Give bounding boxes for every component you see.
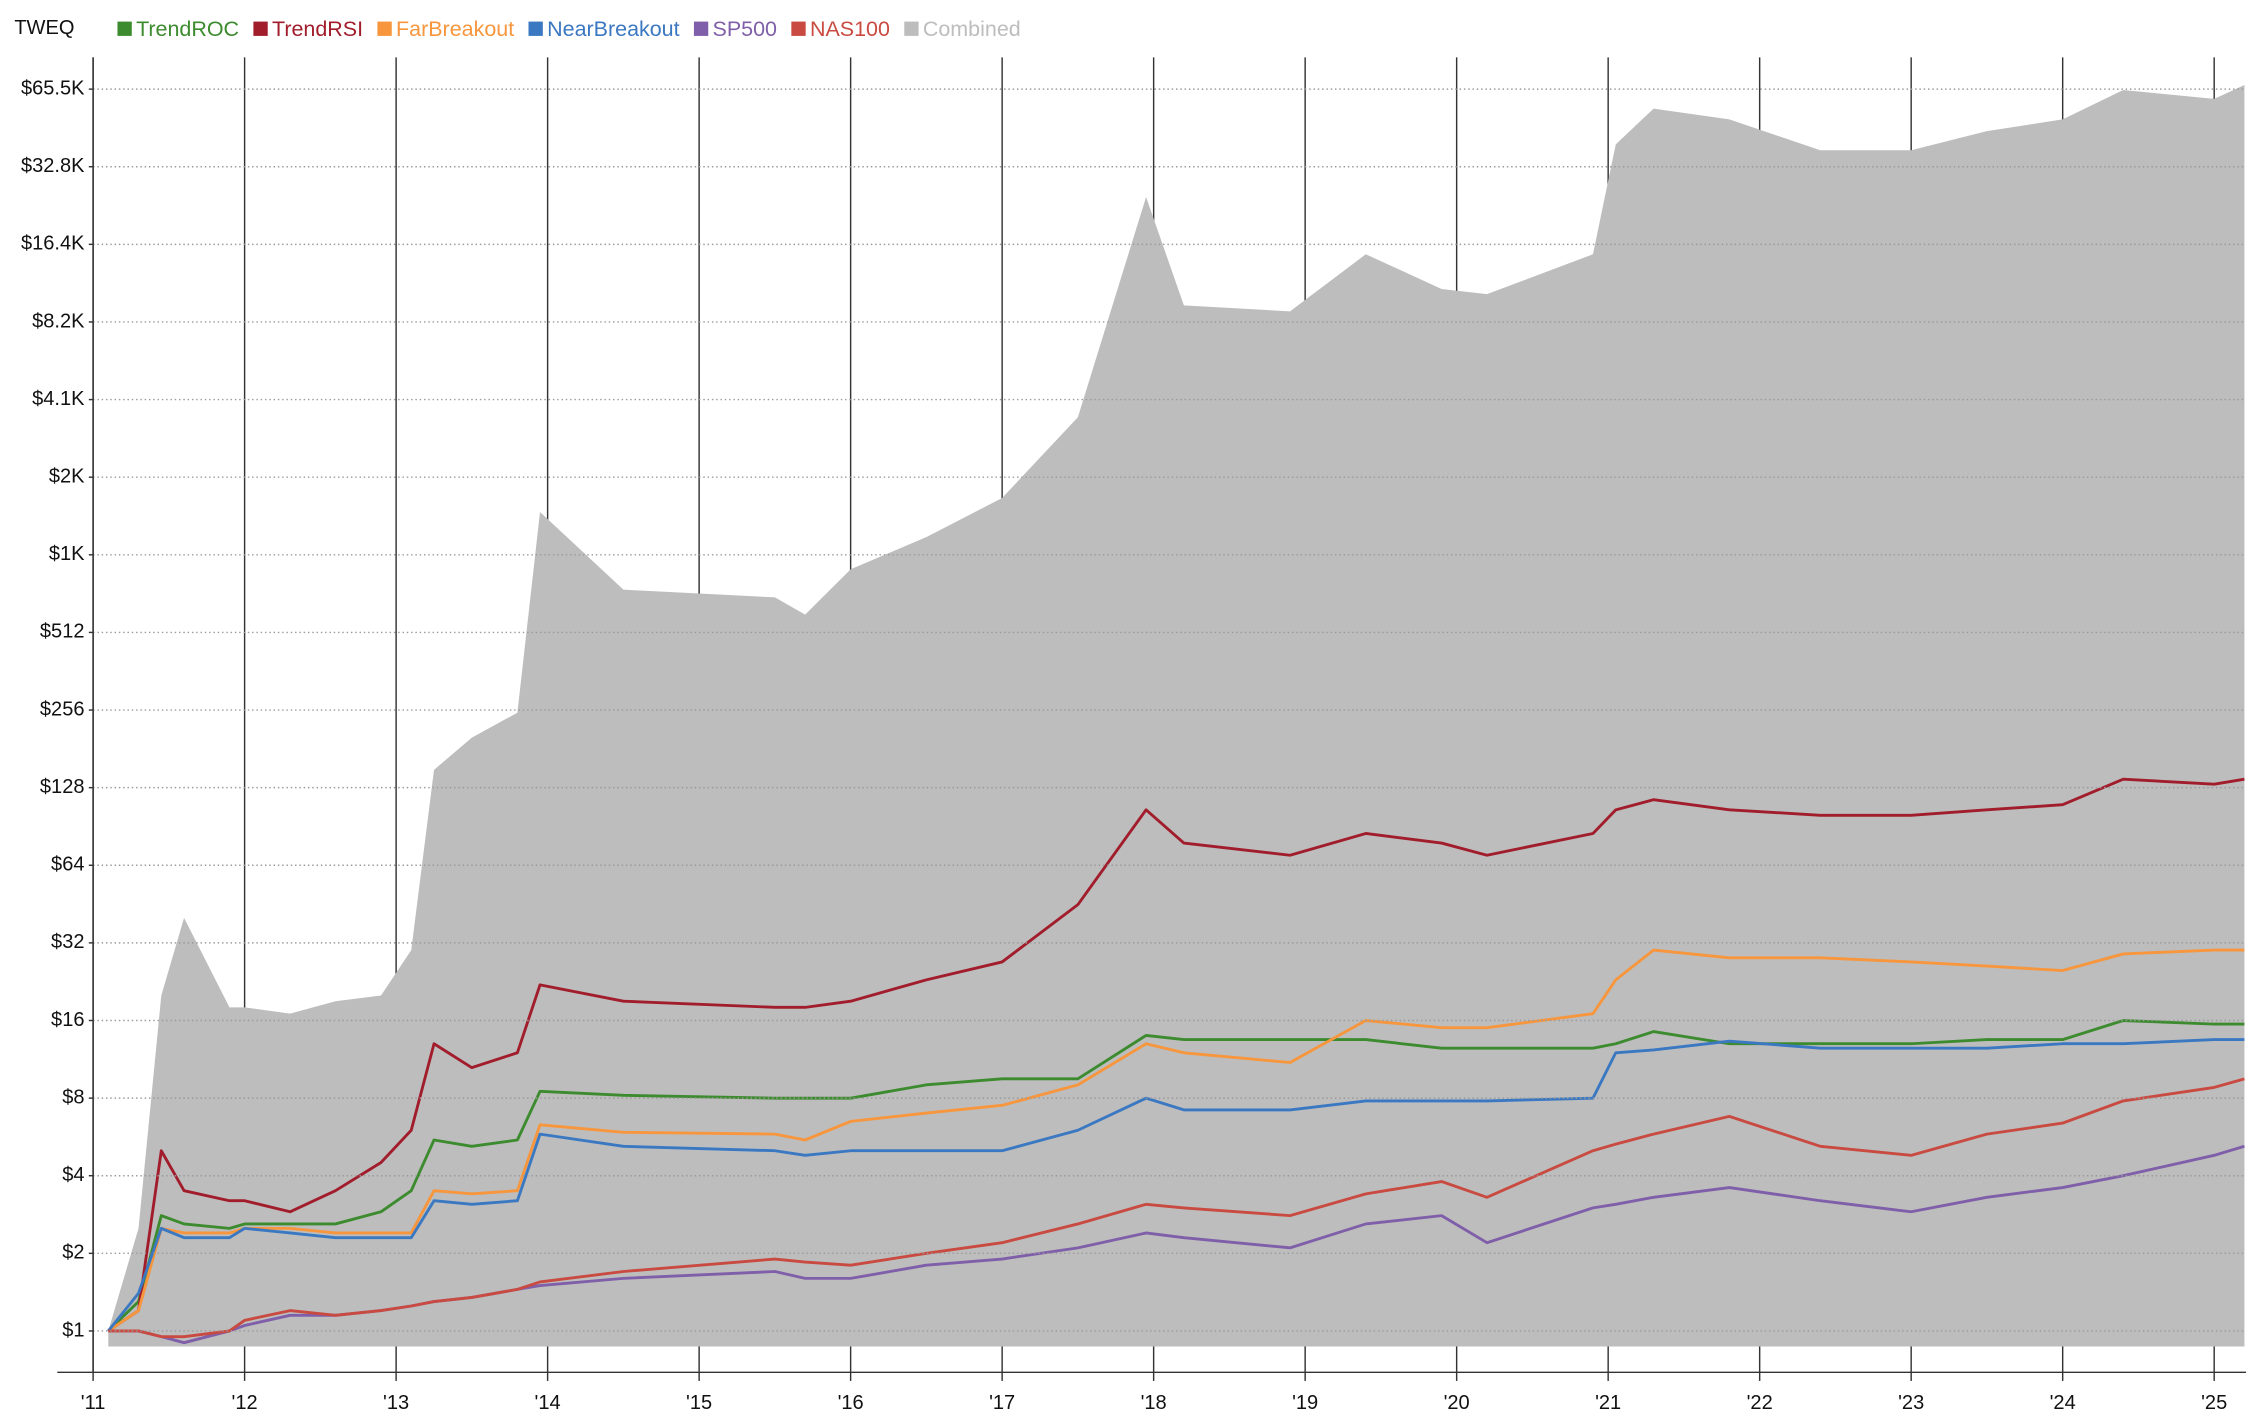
x-tick-label: '17: [989, 1392, 1015, 1414]
legend-label: SP500: [713, 17, 778, 41]
legend-title: TWEQ: [14, 17, 74, 39]
y-tick-label: $4: [62, 1164, 84, 1186]
y-tick-label: $16: [51, 1009, 84, 1031]
x-tick-label: '12: [232, 1392, 258, 1414]
y-tick-label: $256: [40, 698, 85, 720]
y-tick-label: $16.4K: [21, 233, 85, 255]
legend-swatch: [693, 21, 709, 36]
plot: [107, 85, 2245, 1347]
y-tick-label: $128: [40, 776, 85, 798]
x-tick-label: '25: [2201, 1392, 2227, 1414]
y-tick-label: $8: [62, 1086, 84, 1108]
legend-label: FarBreakout: [396, 17, 514, 41]
legend-label: NearBreakout: [547, 17, 679, 41]
legend-swatch: [791, 21, 806, 36]
line: [108, 1077, 2245, 1339]
legend-swatch: [117, 21, 132, 36]
legend-swatch: [528, 21, 543, 36]
x-tick-label: '22: [1747, 1392, 1773, 1414]
legend-label: TrendROC: [136, 17, 239, 41]
line: [107, 777, 2245, 1333]
y-tick-label: $2: [62, 1242, 84, 1264]
line: [108, 1144, 2245, 1345]
legend-label: NAS100: [810, 17, 890, 41]
y-tick-label: $32.8K: [21, 155, 85, 177]
legend-swatch: [377, 21, 392, 36]
x-tick-label: '18: [1141, 1392, 1167, 1414]
y-tick-label: $4.1K: [32, 388, 85, 410]
line: [107, 1019, 2245, 1332]
x-tick-label: '13: [383, 1392, 409, 1414]
x-tick-label: '16: [838, 1392, 864, 1414]
y-tick-label: $512: [40, 621, 85, 643]
legend-label: Combined: [923, 17, 1021, 41]
legend-label: TrendRSI: [272, 17, 363, 41]
x-tick-label: '19: [1292, 1392, 1318, 1414]
legend: TrendROC TrendRSI FarBreakout NearBreakout S…: [117, 17, 1021, 41]
legend-swatch: [253, 21, 268, 36]
legend-swatch: [904, 21, 919, 36]
y-tick-label: $65.5K: [21, 77, 85, 99]
x-tick-label: '23: [1898, 1392, 1924, 1414]
y-tick-label: $64: [51, 854, 84, 876]
area: [108, 85, 2245, 1347]
line: [107, 1038, 2245, 1332]
y-tick-label: $32: [51, 931, 84, 953]
x-tick-label: '11: [81, 1392, 106, 1414]
line: [107, 948, 2245, 1333]
x-tick-label: '15: [686, 1392, 712, 1414]
x-tick-label: '20: [1444, 1392, 1470, 1414]
y-tick-label: $2K: [49, 465, 85, 487]
y-tick-label: $8.2K: [32, 310, 85, 332]
x-tick-label: '21: [1595, 1392, 1621, 1414]
x-tick-label: '24: [2050, 1392, 2076, 1414]
y-tick-label: $1: [62, 1319, 84, 1341]
x-tick-label: '14: [535, 1392, 561, 1414]
y-tick-label: $1K: [49, 543, 85, 565]
axes: '11 '12 '13 '14 '15 '16 '17 '18 '19 '20 '21 '22 '23 '…: [21, 57, 2246, 1414]
